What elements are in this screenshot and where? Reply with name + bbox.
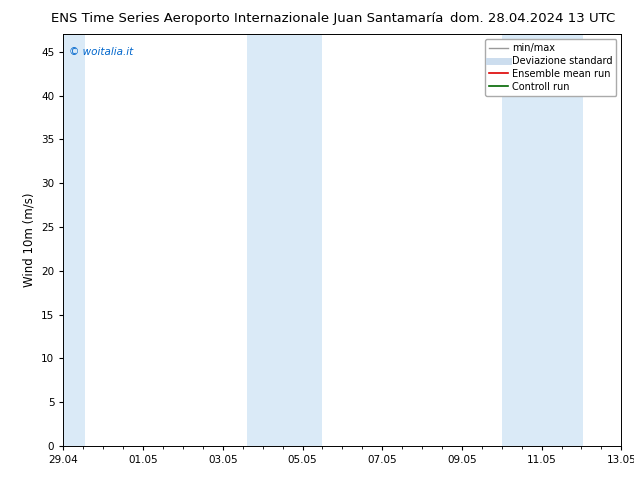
Bar — [247, 34, 323, 446]
Y-axis label: Wind 10m (m/s): Wind 10m (m/s) — [23, 193, 36, 287]
Text: ENS Time Series Aeroporto Internazionale Juan Santamaría: ENS Time Series Aeroporto Internazionale… — [51, 12, 443, 25]
Legend: min/max, Deviazione standard, Ensemble mean run, Controll run: min/max, Deviazione standard, Ensemble m… — [485, 39, 616, 96]
Text: dom. 28.04.2024 13 UTC: dom. 28.04.2024 13 UTC — [450, 12, 615, 25]
Bar — [501, 34, 583, 446]
Bar — [63, 34, 86, 446]
Text: © woitalia.it: © woitalia.it — [69, 47, 133, 57]
